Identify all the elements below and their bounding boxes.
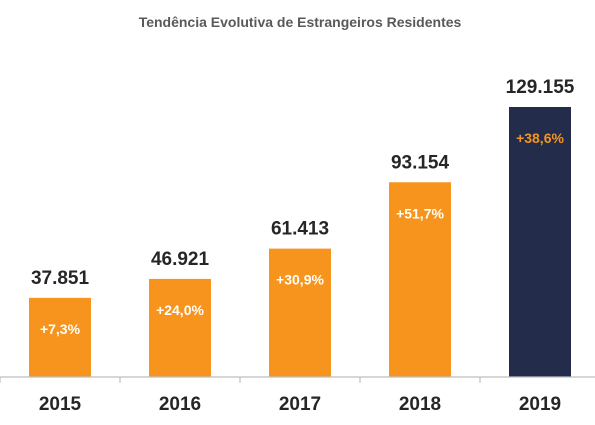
- value-label-2018: 93.154: [391, 152, 450, 173]
- growth-label-2019: +38,6%: [516, 130, 564, 146]
- x-axis-ticks: [0, 377, 481, 383]
- growth-label-2015: +7,3%: [40, 321, 81, 337]
- growth-label-2016: +24,0%: [156, 302, 204, 318]
- category-label-2018: 2018: [399, 394, 441, 415]
- bar-2017: [269, 248, 331, 377]
- growth-label-2017: +30,9%: [276, 272, 324, 288]
- growth-label-2018: +51,7%: [396, 205, 444, 221]
- category-label-2015: 2015: [39, 394, 82, 415]
- bars-group: 37.851 +7,3% 46.921 +24,0% 61.413 +30,9% 93.15…: [29, 77, 575, 377]
- value-label-2015: 37.851: [31, 268, 90, 289]
- category-label-2019: 2019: [519, 394, 561, 415]
- x-axis-labels: 2015 2016 2017 2018 2019: [39, 394, 561, 415]
- category-label-2017: 2017: [279, 394, 321, 415]
- value-label-2016: 46.921: [151, 249, 210, 270]
- value-label-2019: 129.155: [506, 77, 575, 98]
- value-label-2017: 61.413: [271, 219, 329, 240]
- bar-2018: [389, 182, 451, 377]
- chart-title: Tendência Evolutiva de Estrangeiros Resi…: [139, 14, 462, 30]
- bar-2019: [509, 107, 571, 377]
- category-label-2016: 2016: [159, 394, 201, 415]
- bar-2016: [149, 278, 211, 377]
- bar-2015: [29, 297, 91, 377]
